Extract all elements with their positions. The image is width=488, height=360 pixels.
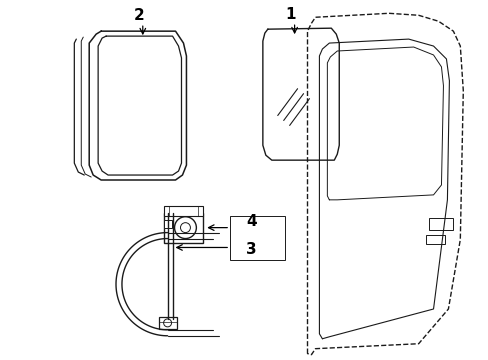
- Bar: [230, 216, 284, 260]
- Bar: [163, 213, 203, 243]
- Bar: [427, 218, 452, 230]
- Bar: [163, 206, 203, 216]
- Text: 2: 2: [133, 8, 144, 23]
- Bar: [425, 235, 445, 244]
- Bar: [158, 317, 176, 329]
- Text: 1: 1: [285, 7, 295, 22]
- Bar: [163, 220, 171, 228]
- Text: 4: 4: [245, 214, 256, 229]
- Text: 3: 3: [245, 242, 256, 257]
- Circle shape: [174, 217, 196, 239]
- Circle shape: [180, 223, 190, 233]
- Circle shape: [163, 319, 171, 327]
